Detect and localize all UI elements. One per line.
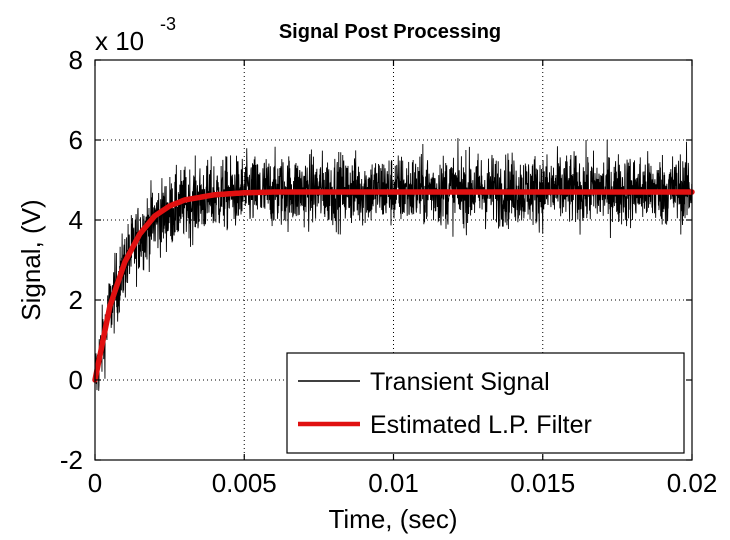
x-axis-label: Time, (sec) [328, 504, 457, 534]
x-tick-label: 0.005 [212, 468, 277, 498]
y-tick-label: 4 [69, 205, 83, 235]
chart-title: Signal Post Processing [279, 21, 501, 43]
y-multiplier: x 10 -3 [95, 14, 176, 56]
y-tick-label: 2 [69, 285, 83, 315]
y-tick-label: -2 [60, 445, 83, 475]
series-estimated-filter [92, 189, 695, 383]
legend: Transient Signal Estimated L.P. Filter [286, 352, 685, 454]
legend-label-transient: Transient Signal [370, 368, 550, 396]
legend-box [286, 352, 685, 454]
x-tick-label: 0.01 [368, 468, 419, 498]
x-tick-label: 0.02 [667, 468, 718, 498]
y-multiplier-exponent: -3 [160, 14, 176, 34]
y-tick-label: 6 [69, 125, 83, 155]
y-tick-label: 0 [69, 365, 83, 395]
ticks [94, 59, 693, 461]
series-layer [92, 138, 695, 391]
x-tick-label: 0.015 [510, 468, 575, 498]
grid [95, 60, 692, 460]
y-multiplier-label: x 10 [95, 26, 144, 56]
x-tick-label: 0 [88, 468, 102, 498]
legend-label-filter: Estimated L.P. Filter [370, 411, 592, 439]
y-axis-label: Signal, (V) [16, 199, 46, 320]
y-tick-label: 8 [69, 45, 83, 75]
